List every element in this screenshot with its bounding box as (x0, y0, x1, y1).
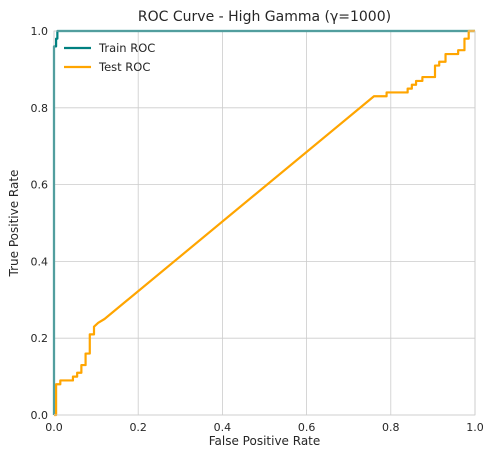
plot-frame (53, 30, 476, 416)
y-axis-label: True Positive Rate (7, 170, 21, 278)
y-tick-label: 0.2 (31, 332, 49, 345)
x-axis-label: False Positive Rate (209, 434, 321, 448)
y-tick-label: 0.8 (31, 102, 49, 115)
x-tick-label: 0.8 (382, 421, 400, 434)
series-line-test-roc (54, 29, 475, 417)
x-tick-label: 0.2 (129, 421, 147, 434)
chart-title: ROC Curve - High Gamma (γ=1000) (138, 9, 391, 25)
legend: Train ROC Test ROC (64, 41, 155, 74)
x-tick-label: 0.0 (45, 421, 63, 434)
x-tick-label: 0.4 (214, 421, 232, 434)
y-tick-label: 0.4 (31, 255, 49, 268)
legend-label-train-roc: Train ROC (98, 41, 155, 55)
x-tick-label: 1.0 (466, 421, 484, 434)
y-tick-label: 0.0 (31, 409, 49, 422)
x-tick-label: 0.6 (298, 421, 316, 434)
legend-label-test-roc: Test ROC (98, 60, 150, 74)
y-tick-labels: 0.0 0.2 0.4 0.6 0.8 1.0 (31, 25, 49, 422)
y-tick-label: 0.6 (31, 179, 49, 192)
y-tick-label: 1.0 (31, 25, 49, 38)
x-tick-labels: 0.0 0.2 0.4 0.6 0.8 1.0 (45, 421, 484, 434)
